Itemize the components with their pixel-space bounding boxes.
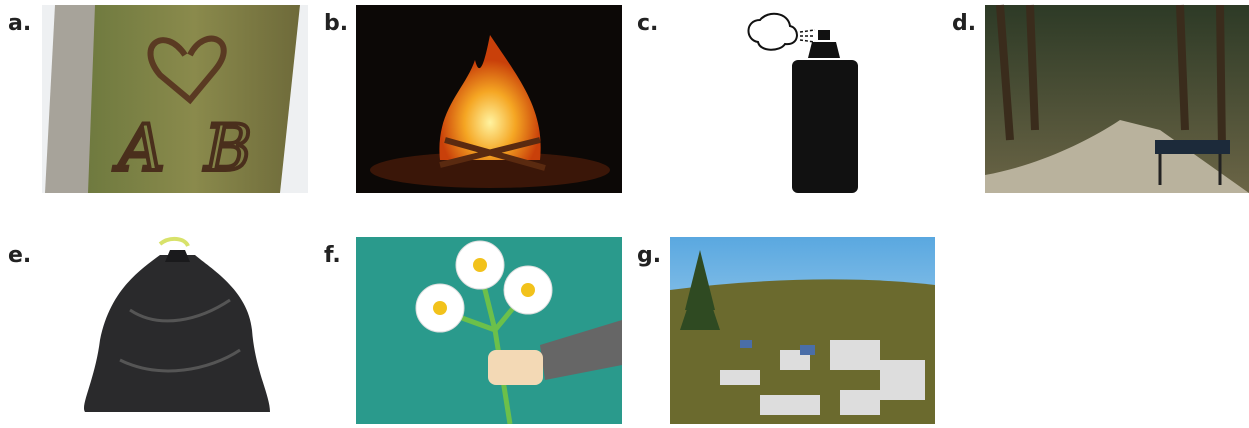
item-label: d.: [952, 11, 976, 36]
image-litter-field: [670, 237, 935, 424]
image-tree-carving: A B: [42, 5, 308, 193]
item-label: a.: [8, 11, 31, 36]
item-label: b.: [324, 11, 348, 36]
image-forest-path: [985, 5, 1249, 193]
image-spray-can: [748, 14, 858, 193]
image-garbage-bag: [84, 239, 270, 412]
item-label: e.: [8, 243, 31, 268]
item-label: c.: [637, 11, 658, 36]
carved-letters: A B: [113, 112, 262, 186]
image-flowers: [356, 237, 622, 424]
worksheet: A B: [0, 0, 1249, 424]
item-label: g.: [637, 243, 661, 268]
image-campfire: [356, 5, 622, 193]
item-label: f.: [324, 243, 341, 268]
